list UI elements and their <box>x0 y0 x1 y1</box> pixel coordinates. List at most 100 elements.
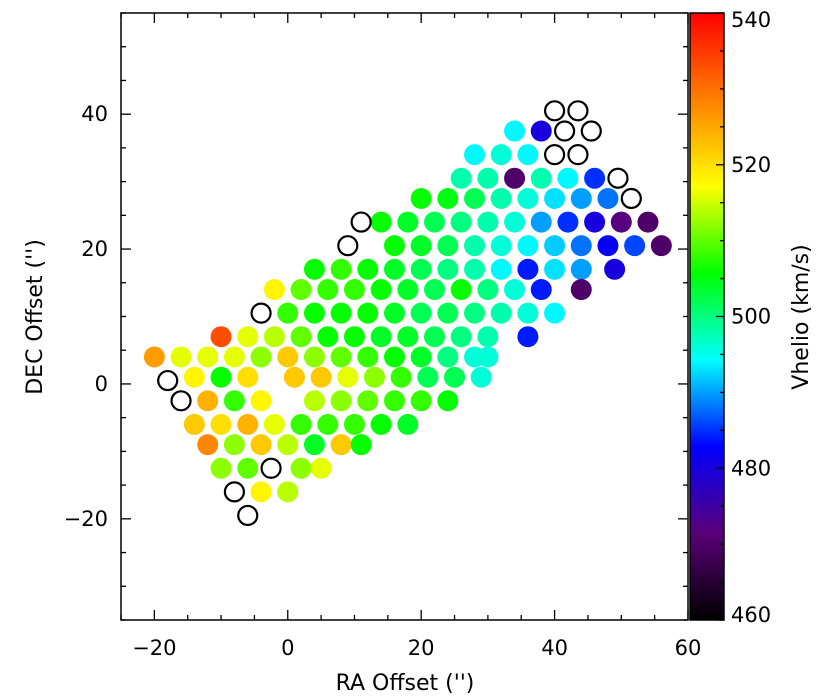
fiber-point <box>424 211 446 233</box>
fiber-point <box>357 302 379 324</box>
fiber-point <box>464 187 486 209</box>
fiber-point <box>317 326 339 348</box>
fiber-point <box>357 390 379 412</box>
fiber-point <box>504 167 526 189</box>
colorbar <box>689 12 725 621</box>
fiber-point <box>410 346 432 368</box>
fiber-point <box>330 346 352 368</box>
fiber-point <box>437 187 459 209</box>
fiber-point <box>584 167 606 189</box>
fiber-point <box>410 258 432 280</box>
empty-fiber <box>620 187 642 210</box>
fiber-point <box>517 235 539 257</box>
fiber-point <box>464 302 486 324</box>
fiber-point <box>597 187 619 209</box>
fiber-point <box>330 302 352 324</box>
empty-fiber <box>157 369 179 392</box>
fiber-point <box>410 390 432 412</box>
fiber-point <box>490 144 512 166</box>
fiber-point <box>197 346 219 368</box>
fiber-point <box>383 346 405 368</box>
empty-fiber <box>350 211 372 233</box>
fiber-point <box>544 235 566 257</box>
fiber-point <box>197 434 219 456</box>
fiber-point <box>437 390 459 412</box>
fiber-point <box>397 211 419 233</box>
fiber-point <box>283 366 305 388</box>
fiber-point <box>544 302 566 324</box>
fiber-point <box>557 167 579 189</box>
fiber-point <box>223 434 245 456</box>
fiber-point <box>530 167 552 189</box>
fiber-point <box>477 279 499 301</box>
fiber-point <box>517 302 539 324</box>
fiber-point <box>530 279 552 301</box>
x-tick-label: 40 <box>541 636 568 660</box>
fiber-point <box>310 457 332 479</box>
colorbar-tick-label: 520 <box>731 153 771 177</box>
fiber-point <box>530 211 552 233</box>
fiber-point <box>237 326 259 348</box>
fiber-point <box>517 258 539 280</box>
empty-fiber <box>567 100 589 122</box>
fiber-point <box>597 235 619 257</box>
fiber-point <box>490 187 512 209</box>
fiber-point <box>383 235 405 257</box>
fiber-point <box>343 279 365 301</box>
empty-fiber <box>567 144 589 166</box>
y-tick-label: 20 <box>81 237 108 261</box>
colorbar-label: Vhelio (km/s) <box>789 244 814 389</box>
x-axis-label: RA Offset ('') <box>336 671 475 696</box>
empty-fiber <box>250 302 272 324</box>
plot-frame <box>120 12 689 621</box>
fiber-point <box>310 366 332 388</box>
fiber-point <box>517 144 539 166</box>
empty-fiber <box>543 144 566 166</box>
fiber-point <box>237 413 259 435</box>
fiber-point <box>210 457 232 479</box>
fiber-point <box>170 346 192 368</box>
fiber-point <box>290 413 312 435</box>
fiber-point <box>290 279 312 301</box>
fiber-point <box>397 326 419 348</box>
fiber-point <box>277 481 299 503</box>
fiber-point <box>250 390 272 412</box>
fiber-point <box>370 211 392 233</box>
fiber-point <box>397 413 419 435</box>
fiber-point <box>383 258 405 280</box>
fiber-point <box>477 167 499 189</box>
colorbar-tick-label: 500 <box>731 305 771 329</box>
y-tick-label: 0 <box>95 372 108 396</box>
fiber-point <box>584 211 606 233</box>
fiber-point <box>197 390 219 412</box>
fiber-point <box>250 481 272 503</box>
fiber-point <box>637 211 659 233</box>
fiber-point <box>303 434 325 456</box>
fiber-point <box>410 187 432 209</box>
fiber-point <box>557 211 579 233</box>
fiber-point <box>237 457 259 479</box>
fiber-point <box>370 279 392 301</box>
fiber-point <box>317 413 339 435</box>
fiber-point <box>464 258 486 280</box>
fiber-point <box>223 346 245 368</box>
empty-fiber <box>223 481 245 503</box>
fiber-point <box>370 326 392 348</box>
fiber-point <box>424 326 446 348</box>
fiber-point <box>437 346 459 368</box>
y-axis-label: DEC Offset ('') <box>23 239 48 395</box>
fiber-point <box>570 187 592 209</box>
fiber-point <box>477 326 499 348</box>
empty-fiber <box>337 235 359 257</box>
fiber-point <box>437 235 459 257</box>
fiber-point <box>544 258 566 280</box>
fiber-point <box>417 366 439 388</box>
fiber-point <box>477 211 499 233</box>
fiber-point <box>410 302 432 324</box>
fiber-point <box>504 211 526 233</box>
fiber-point <box>303 346 325 368</box>
fiber-point <box>437 302 459 324</box>
fiber-point <box>263 326 285 348</box>
empty-fiber <box>237 504 259 527</box>
